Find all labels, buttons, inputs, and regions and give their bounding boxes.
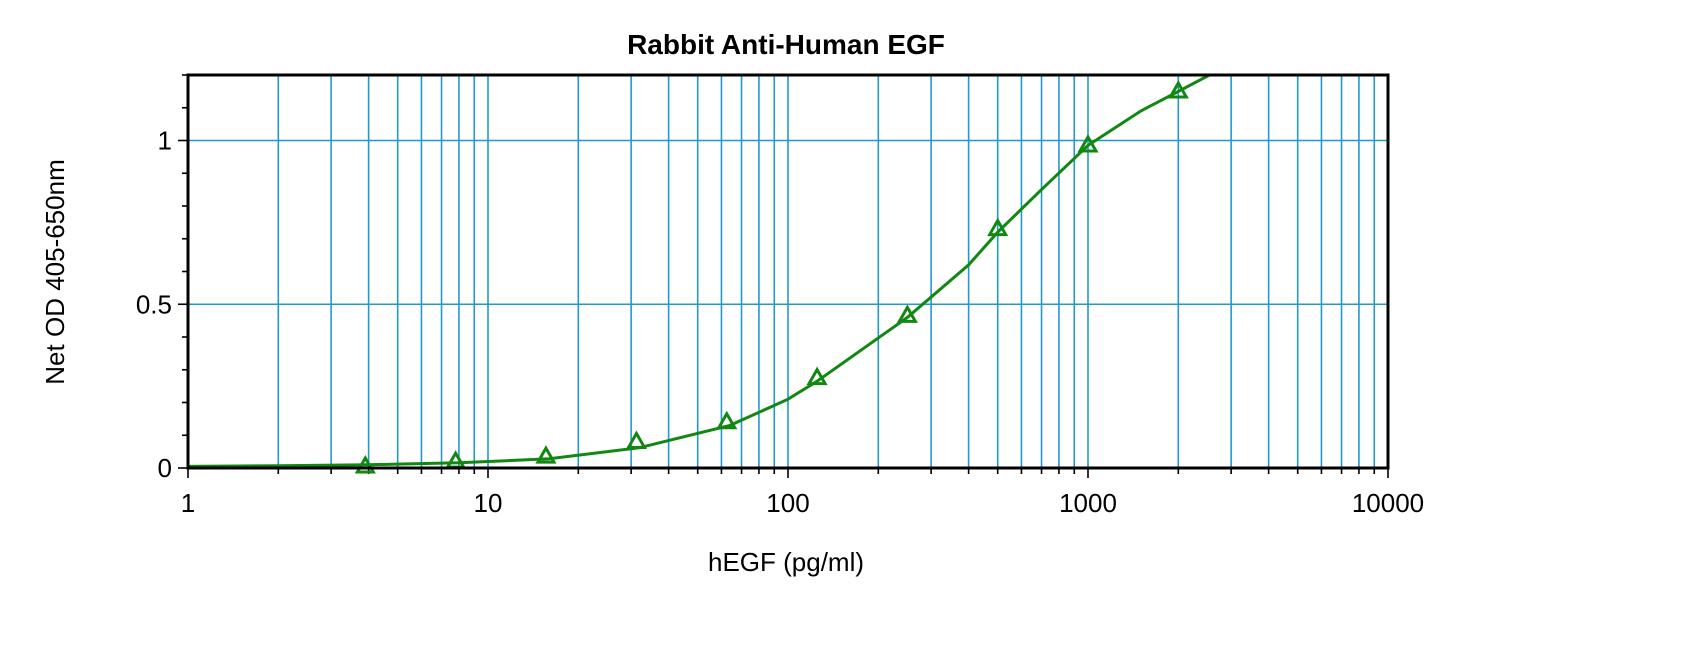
- x-tick-label: 100: [766, 488, 809, 518]
- x-tick-label: 10: [474, 488, 503, 518]
- plot-frame: [186, 73, 1390, 470]
- minor-ticks: [178, 74, 1389, 478]
- data-points: [354, 79, 1189, 474]
- grid: [188, 75, 1388, 468]
- data-point-marker: [535, 445, 557, 464]
- y-tick-labels: 00.51: [136, 126, 172, 484]
- data-point-marker: [806, 366, 828, 386]
- data-point-marker: [896, 304, 918, 323]
- y-axis-label: Net OD 405-650nm: [40, 159, 70, 384]
- data-point-marker: [445, 450, 467, 469]
- y-tick-label: 0.5: [136, 289, 172, 319]
- y-tick-label: 0: [158, 453, 172, 483]
- x-tick-label: 1: [181, 488, 195, 518]
- data-point-marker: [354, 454, 376, 474]
- fit-curve-line: [187, 73, 1211, 468]
- data-point-marker: [1077, 134, 1099, 153]
- y-tick-label: 1: [158, 126, 172, 156]
- data-point-marker: [1167, 79, 1189, 99]
- x-tick-label: 10000: [1352, 488, 1424, 518]
- data-point-marker: [716, 410, 738, 430]
- data-point-marker: [625, 430, 648, 449]
- x-tick-labels: 1 10 100 1000 10000: [181, 488, 1424, 518]
- chart-title: Rabbit Anti-Human EGF: [627, 29, 945, 60]
- x-tick-label: 1000: [1059, 488, 1117, 518]
- data-point-marker: [987, 217, 1009, 237]
- x-axis-label: hEGF (pg/ml): [708, 547, 864, 577]
